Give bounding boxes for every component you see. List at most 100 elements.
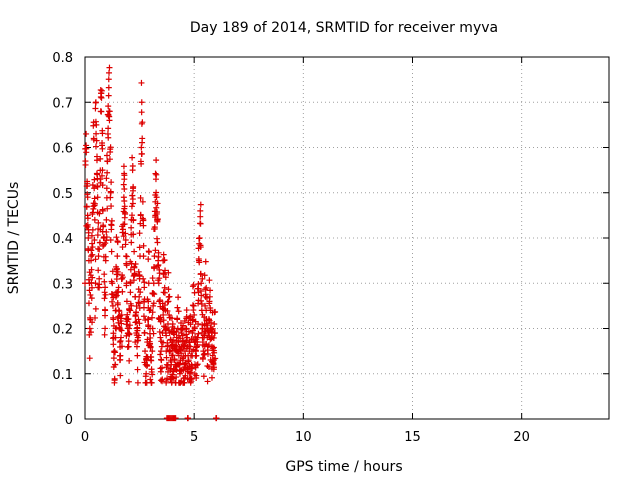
- data-point: [95, 219, 102, 226]
- data-point: [95, 253, 102, 260]
- data-point: [196, 235, 203, 241]
- data-point: [93, 121, 100, 128]
- data-point: [89, 182, 96, 189]
- data-point: [101, 271, 108, 278]
- data-point: [147, 344, 154, 351]
- data-point: [102, 291, 109, 298]
- data-point: [134, 379, 141, 386]
- data-point: [152, 170, 159, 177]
- data-point: [97, 239, 104, 246]
- data-point: [195, 330, 202, 337]
- data-point: [96, 281, 103, 288]
- data-point: [156, 315, 163, 322]
- data-point: [84, 223, 91, 230]
- data-point: [107, 188, 114, 195]
- data-point: [103, 185, 110, 192]
- data-point: [101, 295, 108, 302]
- data-point: [98, 94, 105, 101]
- data-point: [134, 324, 141, 331]
- data-point: [90, 205, 97, 212]
- data-point: [206, 300, 213, 307]
- data-point: [129, 212, 136, 219]
- y-tick-label: 0.7: [52, 96, 73, 111]
- data-point: [160, 317, 167, 324]
- data-point: [165, 286, 172, 293]
- data-point: [110, 341, 117, 348]
- data-point: [92, 143, 99, 150]
- x-tick-label: 15: [404, 430, 421, 445]
- data-point: [145, 280, 152, 287]
- data-point: [127, 307, 134, 314]
- data-point: [194, 341, 201, 348]
- data-point: [129, 196, 136, 203]
- data-point: [206, 293, 213, 300]
- data-point: [155, 262, 162, 269]
- data-point: [206, 342, 213, 349]
- data-point: [116, 352, 123, 359]
- data-point: [176, 360, 183, 367]
- data-point: [198, 280, 205, 287]
- data-point: [94, 183, 101, 190]
- data-point: [127, 266, 134, 273]
- data-point: [122, 236, 129, 243]
- data-point: [111, 375, 118, 382]
- data-point: [109, 280, 116, 287]
- data-point: [136, 230, 143, 237]
- data-point: [102, 240, 109, 247]
- y-tick-label: 0.1: [52, 368, 73, 383]
- data-point: [117, 372, 124, 379]
- data-point: [139, 119, 146, 126]
- data-point: [130, 231, 137, 238]
- data-point: [154, 239, 161, 246]
- data-point: [88, 266, 95, 273]
- data-point: [172, 342, 179, 349]
- data-point: [203, 294, 210, 301]
- data-point: [202, 302, 209, 309]
- data-point: [138, 144, 145, 151]
- data-point: [99, 145, 106, 152]
- data-point: [96, 210, 103, 217]
- data-point: [129, 154, 136, 161]
- data-point: [211, 309, 218, 316]
- data-point: [205, 364, 212, 371]
- data-point: [190, 307, 197, 314]
- data-point: [213, 415, 220, 422]
- data-point: [197, 220, 204, 227]
- data-point: [93, 157, 100, 164]
- data-point: [83, 203, 90, 210]
- data-point: [86, 355, 93, 362]
- data-point: [151, 253, 158, 260]
- data-point: [91, 216, 98, 223]
- x-axis-label: GPS time / hours: [285, 459, 402, 475]
- data-point: [157, 368, 164, 375]
- data-point: [153, 157, 160, 164]
- data-point: [130, 217, 137, 224]
- data-point: [180, 322, 187, 329]
- y-tick-label: 0: [65, 413, 73, 428]
- data-point: [104, 169, 111, 176]
- data-point: [106, 156, 113, 163]
- data-point: [163, 332, 170, 339]
- y-axis-label: SRMTID / TECUs: [6, 182, 22, 295]
- data-point: [169, 352, 176, 359]
- data-point: [112, 334, 119, 341]
- data-point: [176, 361, 183, 368]
- data-point: [139, 215, 146, 222]
- data-point: [99, 167, 106, 174]
- data-point: [157, 348, 164, 355]
- data-point: [123, 262, 130, 269]
- data-point: [90, 122, 97, 129]
- data-point: [136, 293, 143, 300]
- data-point: [122, 210, 129, 217]
- data-point: [168, 358, 175, 365]
- data-point: [158, 343, 165, 350]
- data-point: [147, 376, 154, 383]
- data-point: [112, 361, 119, 368]
- data-point: [170, 328, 177, 335]
- data-point: [132, 309, 139, 316]
- data-point: [165, 269, 172, 276]
- data-point: [92, 105, 99, 112]
- data-point: [167, 348, 174, 355]
- data-point: [163, 379, 170, 386]
- data-point: [150, 302, 157, 309]
